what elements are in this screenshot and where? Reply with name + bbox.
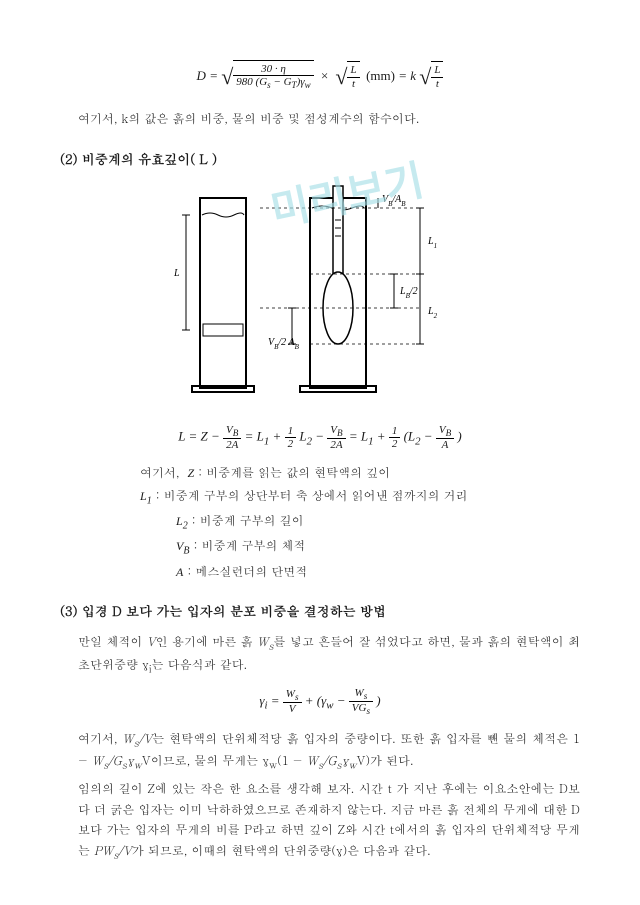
cylinder-left: L <box>173 198 254 392</box>
formula-effective-depth: L = Z − VB 2A = L1 + 1 2 L2 − VB 2A = L1… <box>60 424 580 451</box>
svg-text:LB/2: LB/2 <box>399 286 418 300</box>
section-3-heading: (3) 입경 D 보다 가는 입자의 분포 비중을 결정하는 방법 <box>60 600 580 622</box>
sqrt-icon: √ <box>419 64 431 89</box>
hydrometer-diagram: 미리보기 L <box>160 180 480 410</box>
var-D: D <box>197 68 206 83</box>
sqrt-icon: √ <box>335 64 347 89</box>
para-3c: 임의의 길이 Z에 있는 작은 한 요소를 생각해 보자. 시간 t 가 지난 … <box>60 779 580 863</box>
para-k-def: 여기서, k의 값은 흙의 비중, 물의 비중 및 점성계수의 함수이다. <box>60 109 580 129</box>
para-3b: 여기서, Ws/V는 현탁액의 단위체적당 흙 입자의 중량이다. 또한 흙 입… <box>60 729 580 774</box>
symbol-definitions: 여기서, Z : 비중계를 읽는 값의 현탁액의 깊이 L1 : 비중계 구부의… <box>60 463 580 582</box>
dimension-labels: VB/AB L1 LB/2 L2 VB/2 AB <box>268 194 438 351</box>
cylinder-right <box>260 186 420 392</box>
formula-gamma-i: γi = Ws V + (γw − Ws VGs ) <box>60 687 580 717</box>
svg-text:L1: L1 <box>427 236 437 250</box>
diagram-svg: L VB/AB <box>160 180 480 410</box>
svg-text:VB/AB: VB/AB <box>382 194 406 208</box>
para-3a: 만일 체적이 V인 용기에 마른 흙 Ws를 넣고 흔들어 잘 섞었다고 하면,… <box>60 632 580 677</box>
sqrt-icon: √ <box>221 64 233 89</box>
svg-text:L2: L2 <box>427 306 438 320</box>
section-2-heading: (2) 비중계의 유효깊이( L ) <box>60 148 580 170</box>
formula-stokes: D = √ 30 · η 980 (Gs − GT)γw × √ L t (mm… <box>60 58 580 95</box>
label-L: L <box>173 268 180 279</box>
